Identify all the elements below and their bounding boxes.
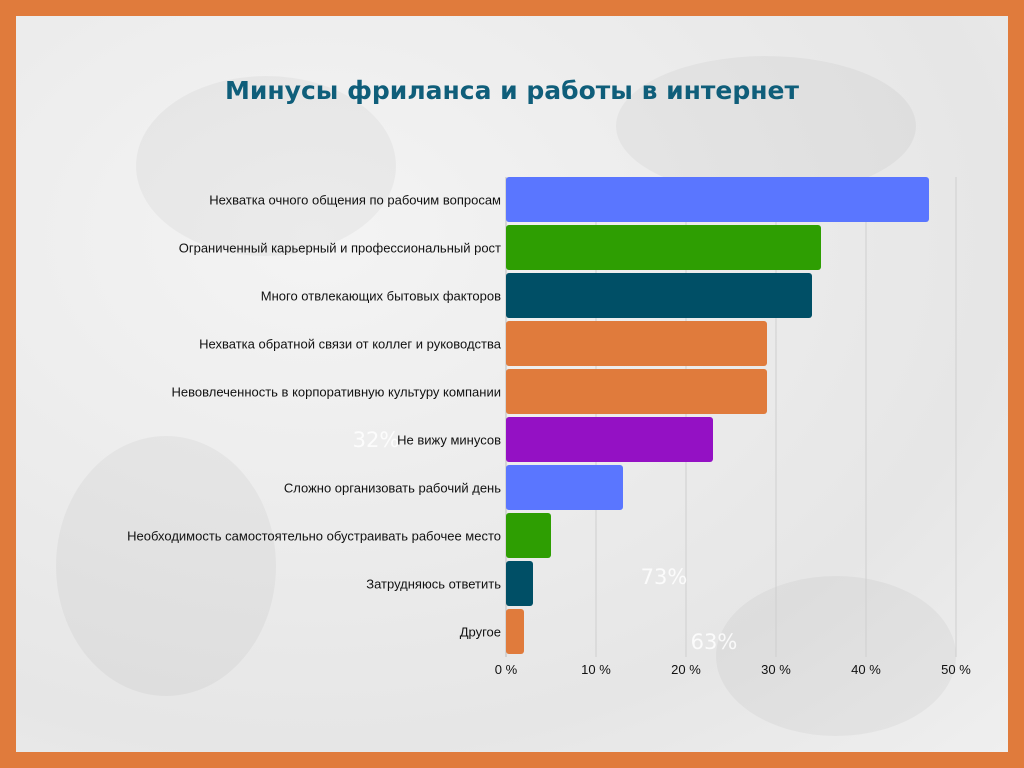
category-label: Сложно организовать рабочий день	[284, 481, 501, 496]
bar	[506, 225, 821, 270]
bar	[506, 561, 533, 606]
category-labels: Нехватка очного общения по рабочим вопро…	[127, 193, 502, 640]
bar	[506, 417, 713, 462]
faint-labels: 32% 73% 63%	[353, 428, 738, 654]
x-tick-label: 50 %	[941, 662, 971, 677]
bar	[506, 321, 767, 366]
bar	[506, 609, 524, 654]
bar	[506, 465, 623, 510]
bar	[506, 177, 929, 222]
category-label: Нехватка обратной связи от коллег и руко…	[199, 337, 502, 352]
category-label: Нехватка очного общения по рабочим вопро…	[209, 193, 501, 208]
bars	[506, 177, 929, 654]
x-tick-label: 20 %	[671, 662, 701, 677]
category-label: Необходимость самостоятельно обустраиват…	[127, 529, 501, 544]
faint-percent-label: 63%	[691, 630, 738, 654]
x-tick-label: 10 %	[581, 662, 611, 677]
x-tick-label: 40 %	[851, 662, 881, 677]
category-label: Другое	[460, 625, 501, 640]
category-label: Не вижу минусов	[397, 433, 501, 448]
category-label: Затрудняюсь ответить	[366, 577, 501, 592]
bar	[506, 273, 812, 318]
category-label: Ограниченный карьерный и профессиональны…	[179, 241, 501, 256]
x-axis-tick-labels: 0 % 10 % 20 % 30 % 40 % 50 %	[495, 662, 971, 677]
x-tick-label: 30 %	[761, 662, 791, 677]
category-label: Невовлеченность в корпоративную культуру…	[172, 385, 501, 400]
faint-percent-label: 32%	[353, 428, 400, 452]
category-label: Много отвлекающих бытовых факторов	[261, 289, 501, 304]
chart-title: Минусы фриланса и работы в интернет	[225, 76, 799, 105]
x-tick-label: 0 %	[495, 662, 518, 677]
faint-percent-label: 73%	[641, 565, 688, 589]
bar	[506, 513, 551, 558]
bar	[506, 369, 767, 414]
